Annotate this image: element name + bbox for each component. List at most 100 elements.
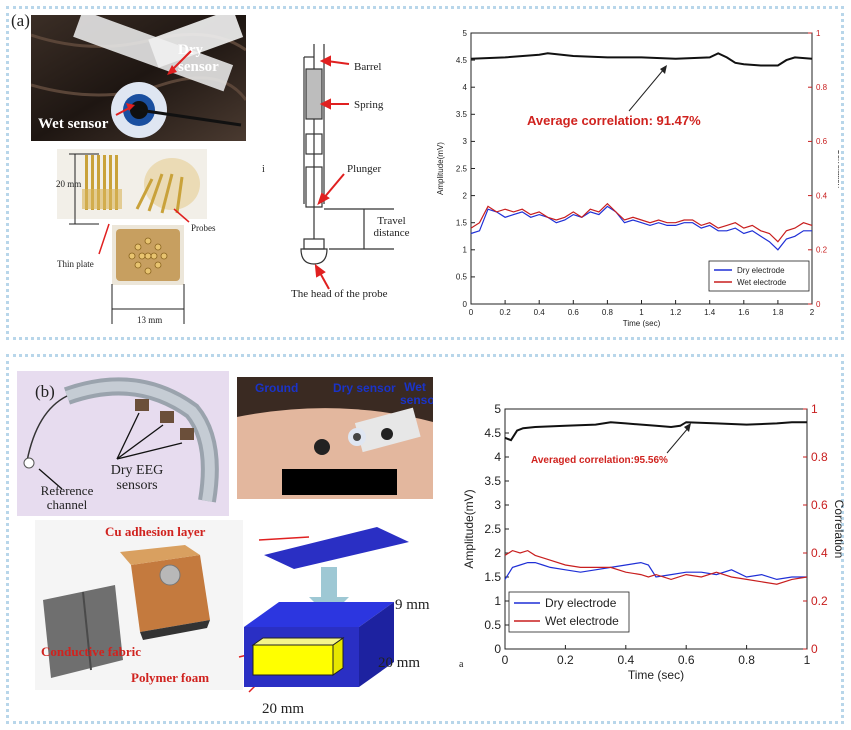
x-axis-label: Time (sec) (628, 668, 684, 682)
probe-head-label: The head of the probe (291, 288, 388, 300)
x-tick-label: 0.6 (678, 653, 695, 667)
legend-box (508, 591, 630, 633)
diagram-mark: i (262, 164, 265, 175)
y-tick-label: 2 (463, 191, 468, 200)
y-tick-label: 2.5 (456, 164, 468, 173)
y2-tick-label: 0.8 (811, 450, 828, 464)
y2-tick-label: 0.6 (816, 137, 828, 146)
annotation-arrowhead (660, 65, 667, 74)
head-photo-illustration (31, 15, 246, 141)
y-tick-label: 3.5 (456, 110, 468, 119)
chart-mark: a (459, 659, 464, 670)
y2-tick-label: 0.4 (811, 546, 828, 560)
height-dimension-label: 9 mm (395, 597, 430, 613)
y-tick-label: 0 (463, 300, 468, 309)
height-dimension-label: 20 mm (56, 179, 82, 189)
reference-channel-label: Reference channel (40, 483, 94, 512)
annotation-arrowhead (684, 423, 691, 432)
dry-sensor-label: Dry sensor (333, 381, 396, 395)
panel-label: (a) (11, 11, 30, 30)
spring-label: Spring (354, 99, 384, 111)
probes-photo (57, 149, 207, 219)
y-tick-label: 4 (463, 83, 468, 92)
plot-frame (470, 32, 813, 305)
legend-box (708, 260, 810, 292)
head-photo: Dry sensor Wet sensor (31, 15, 246, 141)
barrel-label: Barrel (354, 61, 382, 73)
headset-illustration (23, 377, 219, 503)
depth-dimension-label: 20 mm (262, 701, 305, 717)
width-dimension-label: 20 mm (378, 655, 421, 671)
y2-axis-label: Correlation (832, 500, 846, 559)
y-tick-label: 1.5 (484, 570, 501, 584)
annotation-arrow (628, 68, 665, 112)
y-tick-label: 5 (463, 29, 468, 38)
y2-tick-label: 0.6 (811, 498, 828, 512)
y2-tick-label: 0.4 (816, 191, 828, 200)
x-tick-label: 0 (502, 653, 509, 667)
polymer-foam-label: Polymer foam (131, 670, 210, 685)
foam-sensor-photo: Cu adhesion layer Conductive fabric Poly… (35, 520, 243, 690)
correlation-line (504, 421, 807, 442)
y-tick-label: 4 (494, 450, 501, 464)
y-tick-label: 3 (463, 137, 468, 146)
dry-electrode-line (470, 205, 812, 251)
y-tick-label: 0.5 (456, 273, 468, 282)
x-tick-label: 0.2 (500, 308, 512, 317)
y-tick-label: 1.5 (456, 219, 468, 228)
correlation-annotation: Averaged correlation:95.56% (531, 455, 668, 466)
probe-diagram (300, 44, 394, 290)
panel-a: (a) Dry sensor Wet sensor (6, 6, 844, 340)
probes-label: Probes (191, 223, 216, 233)
y-tick-label: 3 (494, 498, 501, 512)
y-tick-label: 0.5 (484, 618, 501, 632)
y2-tick-label: 0.2 (811, 594, 828, 608)
x-tick-label: 0.8 (602, 308, 614, 317)
x-tick-label: 0.4 (617, 653, 634, 667)
plate-illustration (116, 229, 180, 281)
y2-tick-label: 1 (811, 402, 818, 416)
y-tick-label: 5 (494, 402, 501, 416)
dry-eeg-sensors-label: Dry EEG sensors (110, 463, 164, 493)
y-axis-label: Amplitude(mV) (436, 142, 445, 195)
ground-label: Ground (255, 381, 299, 395)
photo-arrows (115, 50, 192, 116)
panel-label: (b) (35, 382, 55, 401)
y2-tick-label: 0 (811, 642, 818, 656)
thin-plate-label: Thin plate (57, 259, 94, 269)
x-tick-label: 0.6 (568, 308, 580, 317)
dry-electrode-line (504, 561, 807, 581)
x-tick-label: 1.2 (670, 308, 682, 317)
x-tick-label: 0.4 (534, 308, 546, 317)
plunger-label: Plunger (347, 163, 382, 175)
plate-photo (112, 225, 184, 285)
forehead-photo: Ground Dry sensor Wet sensor (237, 377, 433, 499)
y-tick-label: 4.5 (456, 56, 468, 65)
legend-label: Wet electrode (737, 278, 787, 287)
y2-tick-label: 0 (816, 300, 821, 309)
x-tick-label: 0.2 (557, 653, 574, 667)
y-tick-label: 2.5 (484, 522, 501, 536)
probes-illustration (82, 155, 200, 214)
cu-layer-label: Cu adhesion layer (105, 524, 206, 539)
wet-sensor-label: Wet sensor (400, 380, 433, 407)
forehead-illustration (237, 377, 433, 499)
x-tick-label: 1.6 (738, 308, 750, 317)
y-tick-label: 0 (494, 642, 501, 656)
y2-tick-label: 0.8 (816, 83, 828, 92)
wet-electrode-line (470, 202, 813, 243)
headset-photo: Dry EEG sensors Reference channel (17, 371, 229, 516)
x-tick-label: 1.4 (704, 308, 716, 317)
correlation-line (470, 52, 813, 67)
x-axis-label: Time (sec) (623, 319, 661, 328)
wet-sensor-label: Wet sensor (38, 116, 109, 132)
panel-b: (b) Dry EEG sensors Reference channel (6, 354, 846, 724)
correlation-chart-a: 0 0.5 1 1.5 2 2.5 3 3.5 4 4.5 5 0 0.2 0.4 0.6 0.8 1 0 0.2 0… (436, 29, 839, 328)
annotation-arrow (666, 426, 690, 454)
x-tick-label: 0 (469, 308, 474, 317)
dry-sensor-label: Dry sensor (178, 42, 219, 75)
x-tick-label: 0.8 (738, 653, 755, 667)
y2-axis-label: Correlation (836, 149, 839, 188)
x-tick-label: 1.8 (772, 308, 784, 317)
